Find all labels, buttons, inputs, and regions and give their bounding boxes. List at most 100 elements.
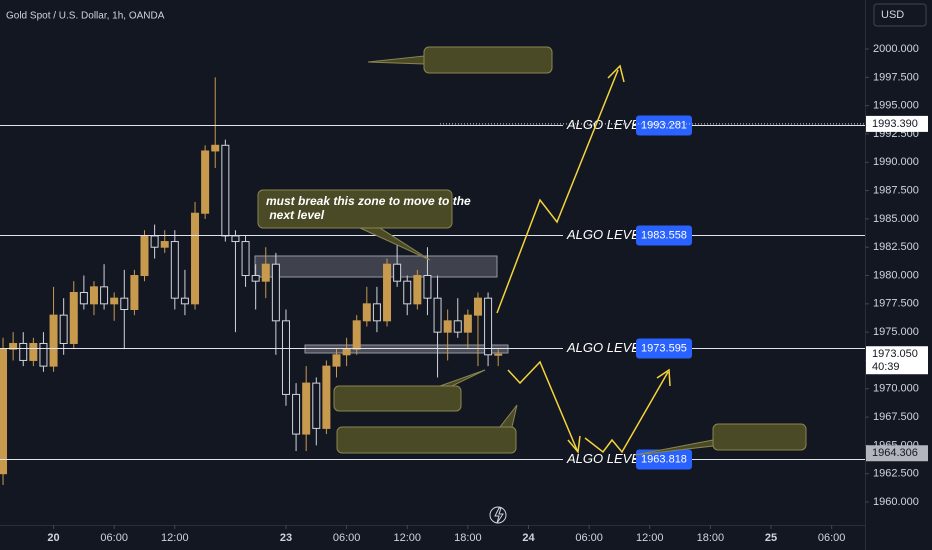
price-marker-label: 1993.390 bbox=[872, 118, 918, 130]
candle-body bbox=[403, 280, 412, 305]
candle-body bbox=[312, 382, 321, 429]
level-badge bbox=[636, 225, 692, 246]
x-tick-label: 25 bbox=[765, 532, 777, 544]
y-tick-label: 1990.000 bbox=[873, 156, 919, 168]
candle-body bbox=[494, 353, 503, 356]
lightning-icon-ring[interactable] bbox=[489, 506, 507, 524]
x-tick-label: 06:00 bbox=[100, 532, 128, 544]
candle-body bbox=[453, 320, 462, 333]
candle-body bbox=[221, 144, 230, 237]
y-tick-label: 1995.000 bbox=[873, 100, 919, 112]
candle-body bbox=[170, 241, 179, 299]
arrow-head bbox=[656, 368, 671, 387]
candle-body bbox=[352, 320, 361, 350]
candle-body bbox=[413, 275, 422, 305]
x-tick-label: 06:00 bbox=[575, 532, 603, 544]
currency[interactable]: USD bbox=[881, 9, 904, 21]
callout bbox=[336, 426, 517, 454]
level-label: ALGO LEVEL bbox=[566, 227, 647, 242]
level-label: ALGO LEVEL bbox=[566, 340, 647, 355]
y-tick-label: 1980.000 bbox=[873, 269, 919, 281]
candle-body bbox=[383, 263, 392, 322]
level-badge-value: 1973.595 bbox=[641, 342, 687, 354]
y-tick-label: 1975.000 bbox=[873, 326, 919, 338]
x-tick-label: 18:00 bbox=[454, 532, 482, 544]
candle-body bbox=[130, 275, 139, 310]
level-label: ALGO LEVEL bbox=[566, 451, 647, 466]
currency-button[interactable] bbox=[873, 3, 927, 27]
candle-body bbox=[302, 382, 311, 435]
candle-body bbox=[342, 348, 351, 356]
candle-body bbox=[322, 365, 331, 429]
candle-body bbox=[463, 314, 472, 333]
arrow bbox=[507, 360, 578, 451]
callout-text: must break this zone to move to the next… bbox=[266, 194, 471, 222]
arrow bbox=[496, 69, 619, 314]
x-tick-label: 12:00 bbox=[161, 532, 189, 544]
candle-body bbox=[19, 342, 28, 361]
candle-body bbox=[191, 212, 200, 305]
candle-body bbox=[160, 241, 169, 248]
candle-body bbox=[59, 314, 68, 344]
candle-body bbox=[150, 235, 159, 248]
candle-body bbox=[423, 275, 432, 299]
candle-body bbox=[362, 303, 371, 322]
x-tick-label: 12:00 bbox=[636, 532, 664, 544]
arrows bbox=[496, 64, 671, 454]
candle-body bbox=[110, 297, 119, 305]
candle-body bbox=[120, 297, 129, 310]
callout bbox=[333, 385, 462, 412]
candle-body bbox=[433, 297, 442, 333]
level-label-bg bbox=[563, 226, 633, 245]
x-tick-label: 20 bbox=[47, 532, 59, 544]
candle-body bbox=[241, 241, 250, 277]
zone bbox=[254, 255, 498, 278]
lightning-icon[interactable] bbox=[494, 507, 504, 524]
y-tick-label: 1985.000 bbox=[873, 213, 919, 225]
x-tick-label: 12:00 bbox=[393, 532, 421, 544]
arrow-head bbox=[567, 435, 581, 454]
candle-body bbox=[251, 275, 260, 282]
candle-body bbox=[211, 144, 220, 152]
level-label-bg bbox=[563, 116, 633, 135]
candle-body bbox=[292, 393, 301, 435]
candle-body bbox=[484, 297, 493, 356]
level-badge-value: 1983.558 bbox=[641, 229, 687, 241]
level-badge-value: 1993.281 bbox=[641, 119, 687, 131]
candle-body bbox=[9, 342, 18, 350]
y-tick-label: 1967.500 bbox=[873, 411, 919, 423]
y-tick-label: 1960.000 bbox=[873, 496, 919, 508]
candle-body bbox=[140, 235, 149, 277]
price-marker-label: 1964.306 bbox=[872, 447, 918, 459]
chart-title: Gold Spot / U.S. Dollar, 1h, OANDA bbox=[6, 11, 165, 22]
candle-body bbox=[372, 303, 381, 322]
level-badge bbox=[636, 115, 692, 136]
price-marker bbox=[866, 115, 928, 132]
candle-body bbox=[0, 348, 8, 475]
arrow bbox=[584, 371, 669, 454]
candle-body bbox=[69, 292, 78, 344]
callout bbox=[423, 46, 553, 74]
y-tick-label: 1970.000 bbox=[873, 383, 919, 395]
candle-body bbox=[89, 286, 98, 305]
x-tick-label: 06:00 bbox=[818, 532, 846, 544]
price-marker bbox=[866, 445, 928, 462]
candle-body bbox=[201, 150, 210, 214]
price-marker bbox=[866, 346, 928, 375]
level-label-bg bbox=[563, 450, 633, 469]
candle-body bbox=[231, 235, 240, 243]
price-marker-label: 1973.050 bbox=[872, 348, 918, 360]
candle-body bbox=[393, 263, 402, 282]
x-tick-label: 06:00 bbox=[333, 532, 361, 544]
y-tick-label: 1982.500 bbox=[873, 241, 919, 253]
level-label: ALGO LEVEL bbox=[566, 117, 647, 132]
level-label-bg bbox=[563, 339, 633, 358]
y-tick-label: 2000.000 bbox=[873, 43, 919, 55]
candle-body bbox=[473, 297, 482, 316]
level-badge bbox=[636, 338, 692, 359]
x-tick-label: 24 bbox=[522, 532, 535, 544]
candle-body bbox=[271, 263, 280, 322]
y-tick-label: 1962.500 bbox=[873, 468, 919, 480]
